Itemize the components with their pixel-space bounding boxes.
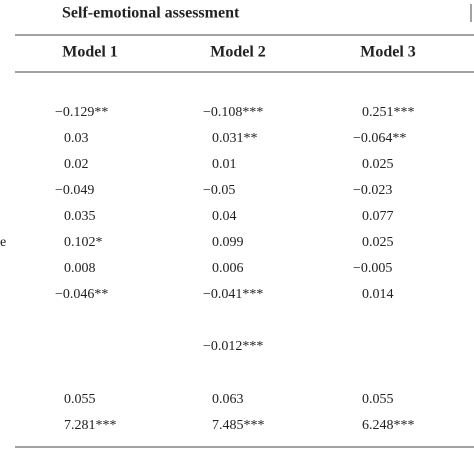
table-cell: −0.041***	[203, 287, 263, 302]
table-cell: 6.248***	[362, 418, 415, 433]
table-cell: 0.077	[362, 209, 394, 224]
row-label-fragment: e	[0, 235, 6, 250]
table-cell: 0.102*	[64, 235, 103, 250]
table-cell: −0.108***	[203, 105, 263, 120]
table-cell: 0.008	[64, 261, 96, 276]
table-cell: −0.012***	[203, 339, 263, 354]
table-cell: 0.006	[212, 261, 244, 276]
table-cell: 0.025	[362, 235, 394, 250]
table-title: Self-emotional assessment	[62, 5, 240, 22]
table-cell: 0.014	[362, 287, 394, 302]
table-cell: −0.05	[203, 183, 235, 198]
table-cell: 0.035	[64, 209, 96, 224]
table-cell: 0.04	[212, 209, 237, 224]
table-cell: 0.025	[362, 157, 394, 172]
table-cell: 0.03	[64, 131, 89, 146]
table-cell: 0.063	[212, 392, 244, 407]
table-cell: −0.129**	[55, 105, 108, 120]
table-cell: 7.485***	[212, 418, 265, 433]
table-cell: 7.281***	[64, 418, 117, 433]
column-header: Model 3	[360, 44, 416, 61]
table-cell: 0.055	[64, 392, 96, 407]
column-header: Model 2	[210, 44, 266, 61]
table-cell: 0.055	[362, 392, 394, 407]
table-cell: 0.02	[64, 157, 89, 172]
column-header: Model 1	[62, 44, 118, 61]
table-cell: −0.064**	[353, 131, 406, 146]
table-cell: −0.046**	[55, 287, 108, 302]
table-cell: 0.251***	[362, 105, 415, 120]
table-cell: 0.099	[212, 235, 244, 250]
table-cell: −0.005	[353, 261, 392, 276]
table-cell: −0.049	[55, 183, 94, 198]
table-cell: 0.01	[212, 157, 237, 172]
table-cell: −0.023	[353, 183, 392, 198]
table-cell: 0.031**	[212, 131, 258, 146]
